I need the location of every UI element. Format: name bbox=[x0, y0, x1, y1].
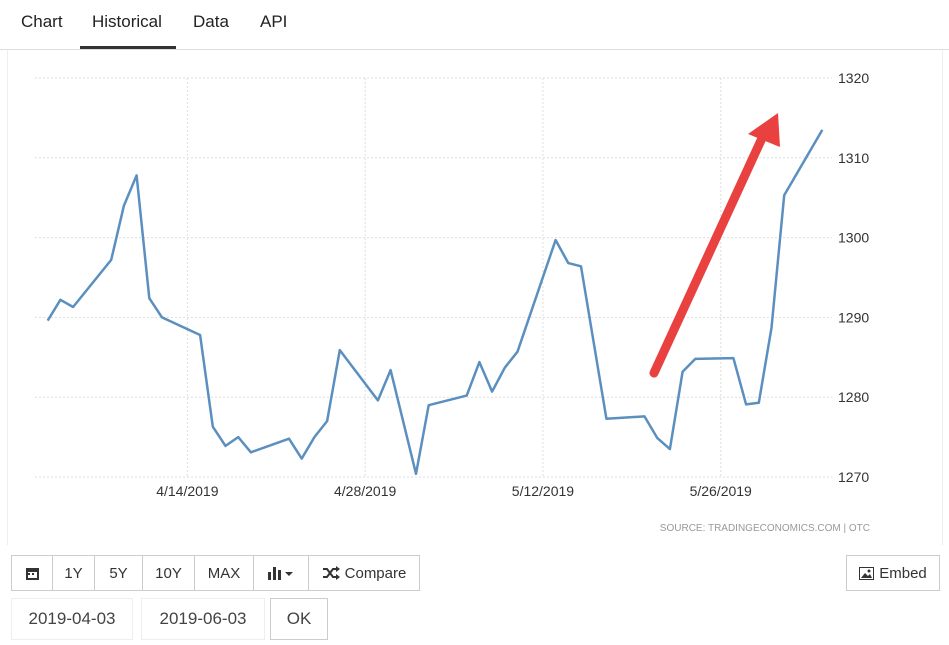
range-button[interactable]: 10Y bbox=[142, 555, 195, 591]
range-button[interactable]: 5Y bbox=[94, 555, 143, 591]
chart-type-icon bbox=[268, 567, 293, 580]
x-tick-label: 4/28/2019 bbox=[334, 483, 396, 499]
tab[interactable]: Chart bbox=[21, 12, 63, 31]
y-tick-label: 1280 bbox=[838, 389, 869, 405]
embed-button[interactable]: Embed bbox=[846, 555, 940, 591]
y-tick-label: 1310 bbox=[838, 150, 869, 166]
tab[interactable]: API bbox=[260, 12, 288, 31]
shuffle-icon bbox=[322, 566, 340, 580]
tab-underline bbox=[80, 46, 176, 49]
y-tick-label: 1270 bbox=[838, 469, 869, 485]
calendar-icon bbox=[25, 567, 39, 580]
trend-arrow bbox=[649, 113, 780, 378]
chart: 5/26/2019 5/12/2019 4/28/2019 4/14/2019 1320… bbox=[35, 70, 870, 534]
compare-label: Compare bbox=[344, 564, 407, 582]
chart-type-button[interactable] bbox=[253, 555, 309, 591]
ok-button[interactable]: OK bbox=[270, 598, 328, 640]
end-date-input[interactable]: 2019-06-03 bbox=[141, 598, 265, 640]
y-tick-label: 1300 bbox=[838, 230, 869, 246]
calendar-button[interactable] bbox=[11, 555, 53, 591]
tab[interactable]: Data bbox=[193, 12, 229, 31]
embed-label: Embed bbox=[879, 564, 927, 582]
chart-panel bbox=[7, 50, 943, 545]
x-tick-label: 5/12/2019 bbox=[512, 483, 574, 499]
y-tick-label: 1320 bbox=[838, 70, 869, 86]
price-line bbox=[46, 129, 824, 476]
x-tick-label: 5/26/2019 bbox=[690, 483, 752, 499]
tab-active[interactable]: Historical bbox=[92, 12, 162, 31]
source: SOURCE: TRADINGECONOMICS.COM | OTC bbox=[660, 523, 870, 534]
range-button[interactable]: 1Y bbox=[52, 555, 95, 591]
y-tick-label: 1290 bbox=[838, 309, 869, 325]
start-date-input[interactable]: 2019-04-03 bbox=[11, 598, 133, 640]
divider bbox=[0, 49, 949, 50]
range-button[interactable]: MAX bbox=[194, 555, 254, 591]
image-icon bbox=[859, 566, 875, 580]
compare-button[interactable]: Compare bbox=[308, 555, 420, 591]
x-tick-label: 4/14/2019 bbox=[156, 483, 218, 499]
